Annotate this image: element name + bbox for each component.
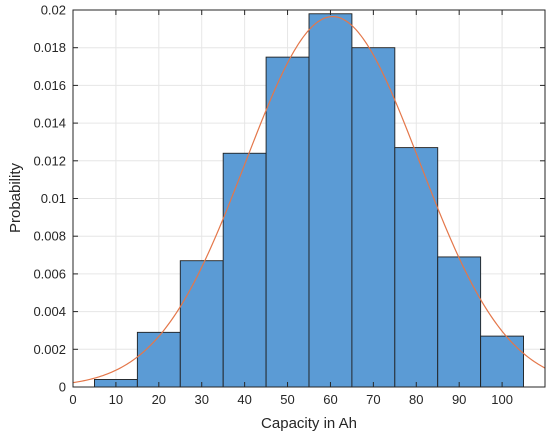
x-tick-label: 50	[280, 392, 294, 407]
histogram-bar	[179, 260, 224, 388]
x-tick-label: 40	[237, 392, 251, 407]
histogram-bar	[308, 13, 353, 388]
y-tick-label: 0.016	[33, 78, 66, 93]
x-tick-label: 90	[452, 392, 466, 407]
histogram-bar	[222, 152, 267, 388]
x-tick-label: 20	[152, 392, 166, 407]
x-axis-label: Capacity in Ah	[261, 415, 357, 432]
x-tick-label: 70	[366, 392, 380, 407]
y-tick-label: 0.014	[33, 116, 66, 131]
histogram-bar	[437, 256, 482, 388]
y-tick-label: 0	[59, 380, 66, 395]
x-tick-label: 80	[409, 392, 423, 407]
x-tick-label: 100	[491, 392, 513, 407]
histogram-bar	[351, 47, 396, 388]
x-tick-label: 10	[109, 392, 123, 407]
histogram-bar	[480, 335, 524, 388]
x-tick-label: 30	[194, 392, 208, 407]
y-tick-label: 0.01	[41, 191, 66, 206]
y-tick-label: 0.012	[33, 153, 66, 168]
y-tick-label: 0.002	[33, 342, 66, 357]
histogram-bar	[136, 331, 181, 388]
y-tick-label: 0.008	[33, 229, 66, 244]
histogram-bar	[265, 56, 310, 388]
histogram-bar	[394, 147, 439, 388]
y-tick-label: 0.02	[41, 3, 66, 18]
x-tick-label: 60	[323, 392, 337, 407]
histogram-bars	[94, 13, 524, 388]
x-axis-ticks: 0 10 20 30 40 50 60 70 80 90 100	[69, 10, 513, 407]
normal-fit-curve	[72, 15, 546, 384]
y-tick-label: 0.004	[33, 304, 66, 319]
y-axis-ticks: 0 0.002 0.004 0.006 0.008 0.01 0.012 0.014 0.016…	[33, 3, 545, 395]
x-tick-label: 0	[69, 392, 76, 407]
y-axis-label: Probability	[7, 162, 24, 233]
y-tick-label: 0.006	[33, 266, 66, 281]
y-tick-label: 0.018	[33, 40, 66, 55]
